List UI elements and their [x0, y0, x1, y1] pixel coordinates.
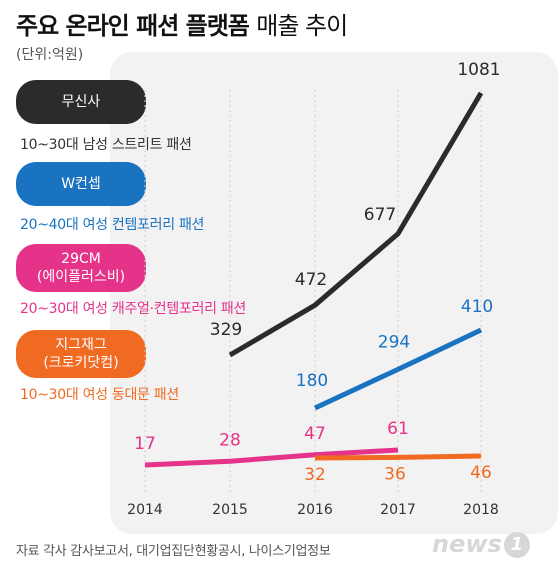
data-label: 677: [364, 205, 396, 225]
data-label: 180: [296, 371, 328, 391]
platform-pill-musinsa: 무신사: [16, 80, 146, 124]
pill-sublabel: (에이플러스비): [36, 269, 126, 285]
platform-pill-29cm: 29CM (에이플러스비): [16, 244, 146, 292]
series-line: [314, 453, 482, 461]
pill-label: 지그재그: [55, 337, 107, 353]
data-label: 17: [134, 434, 156, 454]
title-light: 매출 추이: [256, 12, 348, 40]
data-label: 294: [378, 332, 410, 352]
pill-label: 29CM: [61, 251, 101, 267]
data-label: 472: [295, 270, 327, 290]
series-line: [144, 447, 399, 468]
platform-pill-zigzag: 지그재그 (크로키닷컴): [16, 330, 146, 378]
platform-desc-zigzag: 10~30대 여성 동대문 패션: [20, 387, 179, 403]
platform-desc-wconcept: 20~40대 여성 컨템포러리 패션: [20, 217, 205, 233]
x-tick-label: 2014: [127, 502, 163, 518]
x-tick-label: 2015: [212, 502, 248, 518]
platform-desc-musinsa: 10~30대 남성 스트리트 패션: [20, 137, 192, 153]
data-label: 61: [387, 419, 409, 439]
x-tick-label: 2017: [380, 502, 416, 518]
logo-number: 1: [503, 532, 530, 558]
platform-pill-wconcept: W컨셉: [16, 162, 146, 206]
series-line: [313, 327, 483, 411]
pill-sublabel: (크로키닷컴): [43, 355, 119, 371]
source-text: 자료 각사 감사보고서, 대기업집단현황공시, 나이스기업정보: [16, 544, 331, 559]
page-title: 주요 온라인 패션 플랫폼 매출 추이: [16, 6, 348, 41]
logo-text: news: [432, 530, 502, 558]
x-tick-label: 2016: [297, 502, 333, 518]
pill-label: W컨셉: [61, 176, 101, 192]
data-label: 410: [461, 297, 493, 317]
data-label: 28: [219, 430, 241, 450]
x-tick-label: 2018: [463, 502, 499, 518]
pill-label: 무신사: [61, 94, 101, 110]
data-label: 47: [304, 424, 326, 444]
data-label: 46: [470, 463, 492, 483]
title-bold: 주요 온라인 패션 플랫폼: [16, 12, 250, 40]
series-line: [228, 91, 484, 358]
data-label: 1081: [457, 60, 500, 80]
unit-label: (단위:억원): [16, 47, 84, 63]
platform-desc-29cm: 20~30대 여성 캐주얼·컨템포러리 패션: [20, 301, 246, 317]
data-label: 329: [210, 320, 242, 340]
news1-logo: news 1: [432, 530, 530, 558]
data-label: 36: [384, 464, 406, 484]
data-label: 32: [304, 465, 326, 485]
